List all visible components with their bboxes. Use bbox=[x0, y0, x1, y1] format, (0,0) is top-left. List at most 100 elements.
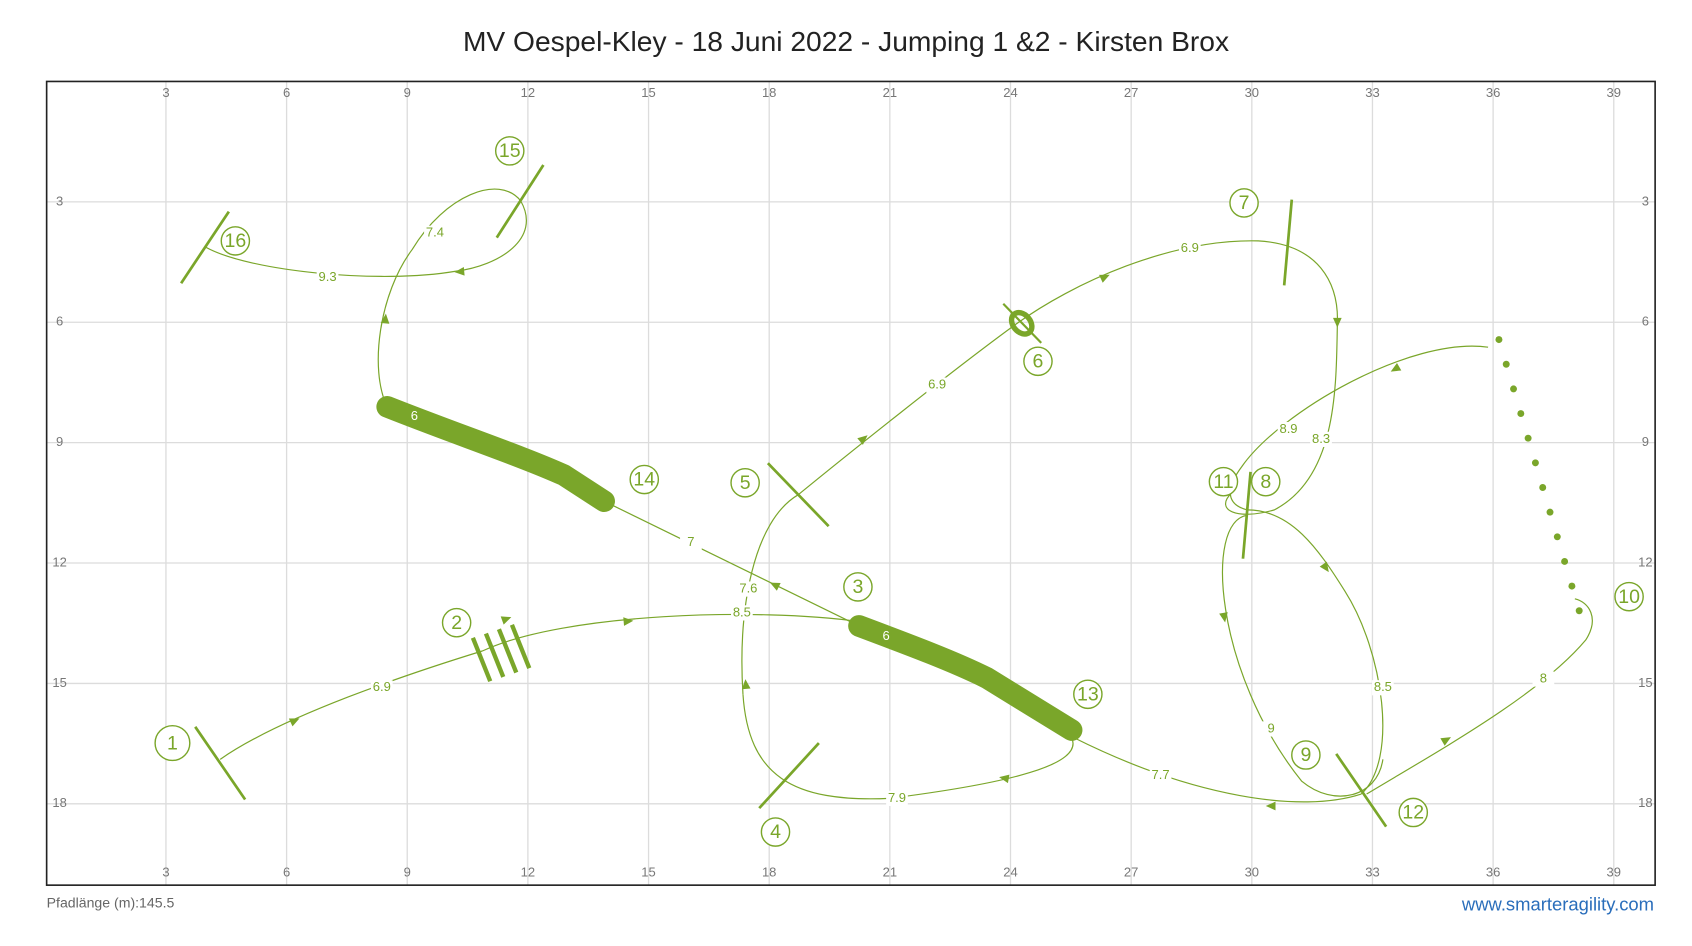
y-tick-label: 15 bbox=[52, 675, 66, 690]
arrow bbox=[1319, 561, 1329, 573]
arrow bbox=[454, 266, 465, 276]
distance-label: 9.3 bbox=[319, 269, 337, 284]
jump bbox=[766, 462, 830, 528]
path-1-2 bbox=[219, 650, 483, 760]
grid: 3366991212151518182121242427273030333336… bbox=[46, 81, 1656, 886]
x-tick-label: 30 bbox=[1245, 85, 1259, 100]
distance-label: 6.9 bbox=[1181, 240, 1199, 255]
distance-label: 7.7 bbox=[1151, 767, 1169, 782]
x-tick-label: 36 bbox=[1486, 85, 1500, 100]
jump bbox=[1335, 753, 1388, 828]
x-tick-label: 12 bbox=[521, 865, 535, 880]
number-circle bbox=[1250, 466, 1281, 497]
path-13-14 bbox=[603, 500, 860, 627]
distance-bg bbox=[731, 605, 753, 621]
weave-pole bbox=[1553, 533, 1561, 541]
distance-bg bbox=[1532, 671, 1555, 687]
obstacles bbox=[180, 164, 1583, 828]
number-circle bbox=[843, 572, 873, 602]
distance-bg bbox=[926, 377, 948, 393]
number-circle bbox=[1023, 346, 1053, 377]
weave-pole bbox=[1561, 557, 1569, 565]
jump bbox=[180, 210, 230, 284]
x-tick-label: 33 bbox=[1365, 865, 1379, 880]
distance-label: 8.5 bbox=[1374, 679, 1392, 694]
arrow bbox=[1265, 801, 1276, 811]
y-tick-label: 12 bbox=[1638, 554, 1652, 569]
arrow bbox=[999, 774, 1010, 784]
y-tick-label: 15 bbox=[1638, 675, 1652, 690]
distance-label: 8 bbox=[1540, 671, 1547, 686]
distance-label: 7.6 bbox=[739, 580, 757, 595]
course-path bbox=[205, 188, 1593, 803]
distance-label: 8.9 bbox=[1279, 421, 1297, 436]
obstacle-number: 15 bbox=[499, 140, 521, 162]
distance-bg bbox=[1372, 680, 1394, 696]
weave-pole bbox=[1510, 385, 1518, 393]
number-circle bbox=[494, 136, 525, 166]
x-tick-label: 15 bbox=[641, 85, 655, 100]
obstacle-number: 2 bbox=[451, 612, 462, 634]
path-6-7 bbox=[1013, 240, 1338, 326]
weave-pole bbox=[1575, 607, 1583, 615]
distance-bg bbox=[370, 680, 393, 696]
x-tick-label: 9 bbox=[404, 865, 411, 880]
obstacle-number: 10 bbox=[1618, 586, 1640, 608]
x-tick-label: 3 bbox=[162, 85, 169, 100]
title: MV Oespel-Kley - 18 Juni 2022 - Jumping … bbox=[463, 25, 1229, 57]
weave-pole bbox=[1539, 484, 1547, 491]
x-tick-label: 15 bbox=[641, 865, 655, 880]
x-tick-label: 18 bbox=[762, 85, 776, 100]
x-tick-label: 27 bbox=[1124, 865, 1138, 880]
distance-label: 7.9 bbox=[888, 790, 906, 805]
number-circle bbox=[760, 817, 791, 847]
path-9-10 bbox=[1366, 598, 1593, 795]
x-tick-label: 39 bbox=[1607, 865, 1621, 880]
obstacle-number: 9 bbox=[1300, 744, 1311, 766]
distance-bg bbox=[1149, 768, 1172, 784]
tire-frame bbox=[1002, 303, 1043, 344]
tunnel-label: 6 bbox=[883, 628, 890, 643]
spread-jump bbox=[470, 624, 532, 683]
x-tick-label: 39 bbox=[1607, 85, 1621, 100]
distance-bg bbox=[1310, 431, 1332, 447]
x-tick-label: 36 bbox=[1486, 865, 1500, 880]
y-tick-label: 3 bbox=[56, 193, 63, 208]
arrow bbox=[1440, 737, 1451, 746]
number-circle bbox=[154, 725, 191, 762]
distance-bg bbox=[1178, 240, 1201, 257]
weave-pole bbox=[1502, 360, 1510, 368]
number-circle bbox=[220, 226, 251, 256]
arrow bbox=[1390, 362, 1402, 372]
distance-bg bbox=[737, 581, 760, 597]
obstacle-number: 8 bbox=[1260, 471, 1271, 493]
jump bbox=[758, 742, 820, 810]
obstacle-number: 14 bbox=[633, 469, 655, 491]
url[interactable]: www.smarteragility.com bbox=[1461, 894, 1654, 915]
number-circle bbox=[1208, 466, 1239, 497]
y-tick-label: 18 bbox=[1638, 795, 1652, 810]
distance-label: 9 bbox=[1268, 720, 1275, 735]
distance-bg bbox=[424, 225, 446, 241]
number-circle bbox=[1398, 797, 1429, 828]
distance-label: 7 bbox=[687, 534, 694, 549]
x-tick-label: 24 bbox=[1003, 85, 1017, 100]
distance-bg bbox=[886, 790, 908, 806]
arrow bbox=[500, 616, 512, 625]
arrow bbox=[1219, 612, 1228, 623]
arrow bbox=[380, 313, 390, 324]
distance-bg bbox=[1260, 721, 1283, 737]
tunnel bbox=[848, 615, 1083, 741]
y-tick-label: 9 bbox=[56, 434, 63, 449]
distance-label: 8.3 bbox=[1312, 431, 1330, 446]
obstacle-number: 12 bbox=[1402, 802, 1424, 824]
path-4-5 bbox=[741, 494, 799, 695]
obstacle-number: 3 bbox=[853, 576, 864, 598]
distance-label: 7.4 bbox=[426, 225, 444, 240]
distance-bg bbox=[680, 534, 702, 551]
weave-poles bbox=[1495, 336, 1583, 615]
x-tick-label: 12 bbox=[521, 85, 535, 100]
distance-bg bbox=[316, 270, 339, 286]
